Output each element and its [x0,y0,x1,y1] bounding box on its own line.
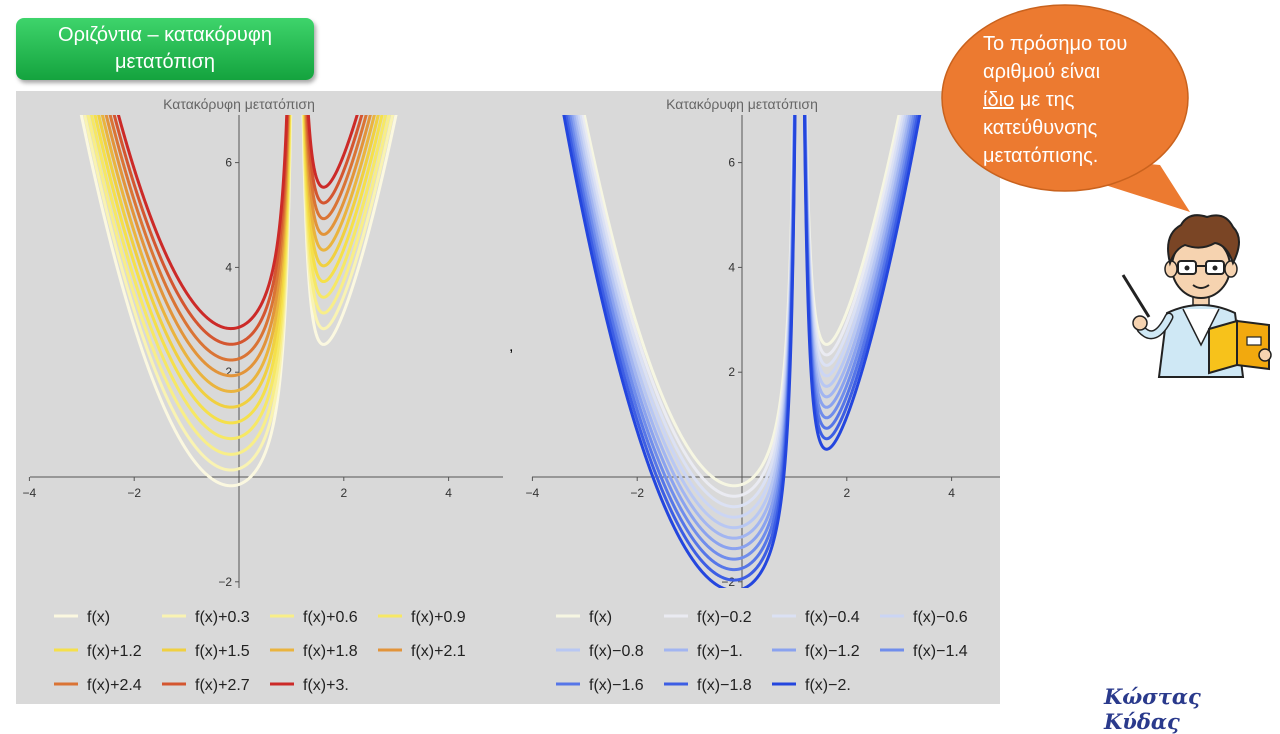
y-tick-label: 4 [225,260,232,274]
series-line [79,115,398,488]
series-line [97,115,380,409]
legend-label: f(x)−0.8 [589,643,644,660]
legend-label: f(x)−1. [697,643,743,660]
x-tick-label: 2 [843,486,850,500]
speech-bubble [941,4,1190,212]
legend-label: f(x)+2.4 [87,677,142,694]
title-box: Οριζόντια – κατακόρυφη μετατόπιση [16,18,314,80]
legend-label: f(x)−1.4 [913,643,968,660]
series-line [83,115,395,472]
series-line [564,115,920,582]
y-tick-label: 4 [728,260,735,274]
legend-label: f(x)+0.9 [411,609,466,626]
x-tick-label: 4 [948,486,955,500]
bubble-line-3-rest: με της [1014,89,1075,111]
y-tick-label: 2 [225,365,232,379]
series-line [568,115,916,561]
y-tick-label: 6 [728,156,735,170]
title-line-1: Οριζόντια – κατακόρυφη [58,24,272,46]
series-line [570,115,914,551]
legend-label: f(x)−0.2 [697,609,752,626]
separator-comma: , [509,338,513,355]
series-line [86,115,391,456]
series-line [566,115,918,572]
plot-left: Κατακόρυφη μετατόπιση −4 −2 2 4 −2 2 4 6 f(x) f(x)… [23,96,503,694]
legend-label: f(x) [589,609,612,626]
legend-label: f(x)+0.6 [303,609,358,626]
legend-label: f(x)−2. [805,677,851,694]
x-tick-label: 4 [445,486,452,500]
bubble-line-3: ίδιο με της [983,86,1183,114]
legend-label: f(x)−1.2 [805,643,860,660]
x-tick-label: 2 [340,486,347,500]
bubble-line-4: κατεύθυνσης [983,117,1098,139]
legend-label: f(x)+1.5 [195,643,250,660]
series-line [582,115,901,488]
series-line [112,115,364,346]
legend-label: f(x)+2.7 [195,677,250,694]
bubble-line-2: αριθμού είναι [983,61,1101,83]
plot-title: Κατακόρυφη μετατόπιση [666,96,818,112]
x-tick-label: −4 [526,486,540,500]
series-line [578,115,905,509]
title-line-2: μετατόπιση [114,51,216,73]
plot-title: Κατακόρυφη μετατόπιση [163,96,315,112]
series-line [89,115,388,441]
series-line [580,115,903,498]
legend-label: f(x)+3. [303,677,349,694]
series-line [108,115,368,362]
bubble-underlined-word: ίδιο [983,89,1015,111]
series-line [93,115,384,425]
legend-label: f(x)+2.1 [411,643,466,660]
y-tick-label: 6 [225,156,232,170]
legend-label: f(x)−0.6 [913,609,968,626]
series-line [574,115,910,530]
y-tick-label: 2 [728,365,735,379]
author-signature: Κώστας Κύδας [1104,684,1201,734]
series-line [104,115,372,378]
teacher-illustration [1121,214,1272,378]
legend-label: f(x)+0.3 [195,609,250,626]
bubble-text: Το πρόσημο του αριθμού είναι ίδιο με της… [983,30,1183,170]
plots-canvas: Κατακόρυφη μετατόπιση −4 −2 2 4 −2 2 4 6 f(x) f(x)… [23,96,1000,694]
y-tick-label: −2 [218,575,232,589]
x-tick-label: −2 [630,486,644,500]
legend-label: f(x)+1.2 [87,643,142,660]
bubble-line-1: Το πρόσημο του [983,33,1128,55]
legend-label: f(x)−1.8 [697,677,752,694]
x-tick-label: −4 [23,486,37,500]
legend-label: f(x) [87,609,110,626]
series-line [576,115,908,519]
bubble-line-5: μετατόπισης. [983,145,1099,167]
x-tick-label: −2 [127,486,141,500]
series-line [116,115,359,331]
series-line [100,115,376,393]
legend-label: f(x)+1.8 [303,643,358,660]
series-line [562,115,922,588]
legend-label: f(x)−1.6 [589,677,644,694]
plot-panel: Κατακόρυφη μετατόπιση −4 −2 2 4 −2 2 4 6 f(x) f(x)… [16,91,1000,704]
series-line [572,115,912,540]
legend-label: f(x)−0.4 [805,609,860,626]
